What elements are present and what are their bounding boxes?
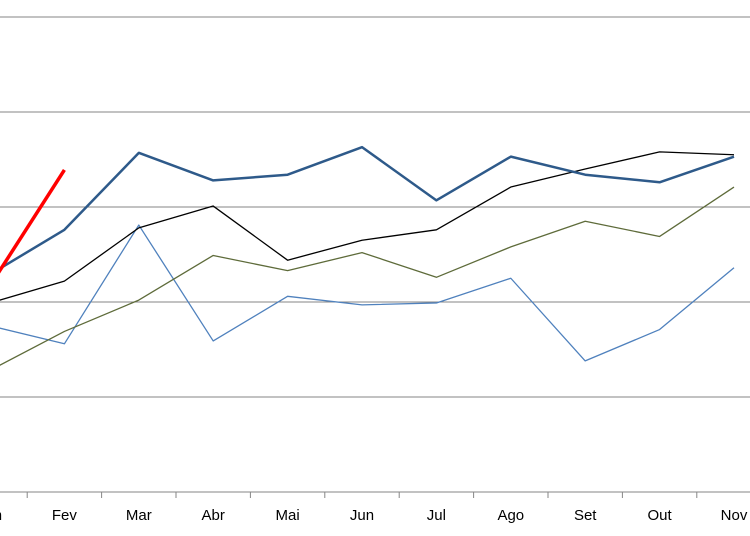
x-tick-label: Abr <box>202 507 225 524</box>
series-line <box>0 169 66 274</box>
series-line <box>0 145 735 270</box>
x-tick-label: Jan <box>0 507 2 524</box>
x-tick-label: Out <box>648 507 673 524</box>
series-line <box>0 186 735 366</box>
x-tick-label: Mai <box>276 507 300 524</box>
x-tick-label: Jul <box>427 507 446 524</box>
x-tick-label: Ago <box>497 507 524 524</box>
series-line <box>0 224 735 362</box>
x-tick-label: Fev <box>52 507 78 524</box>
series-line <box>0 151 735 301</box>
x-tick-label: Set <box>574 507 597 524</box>
x-tick-label: Jun <box>350 507 374 524</box>
x-tick-label: Mar <box>126 507 152 524</box>
x-tick-label: Nov <box>721 507 748 524</box>
